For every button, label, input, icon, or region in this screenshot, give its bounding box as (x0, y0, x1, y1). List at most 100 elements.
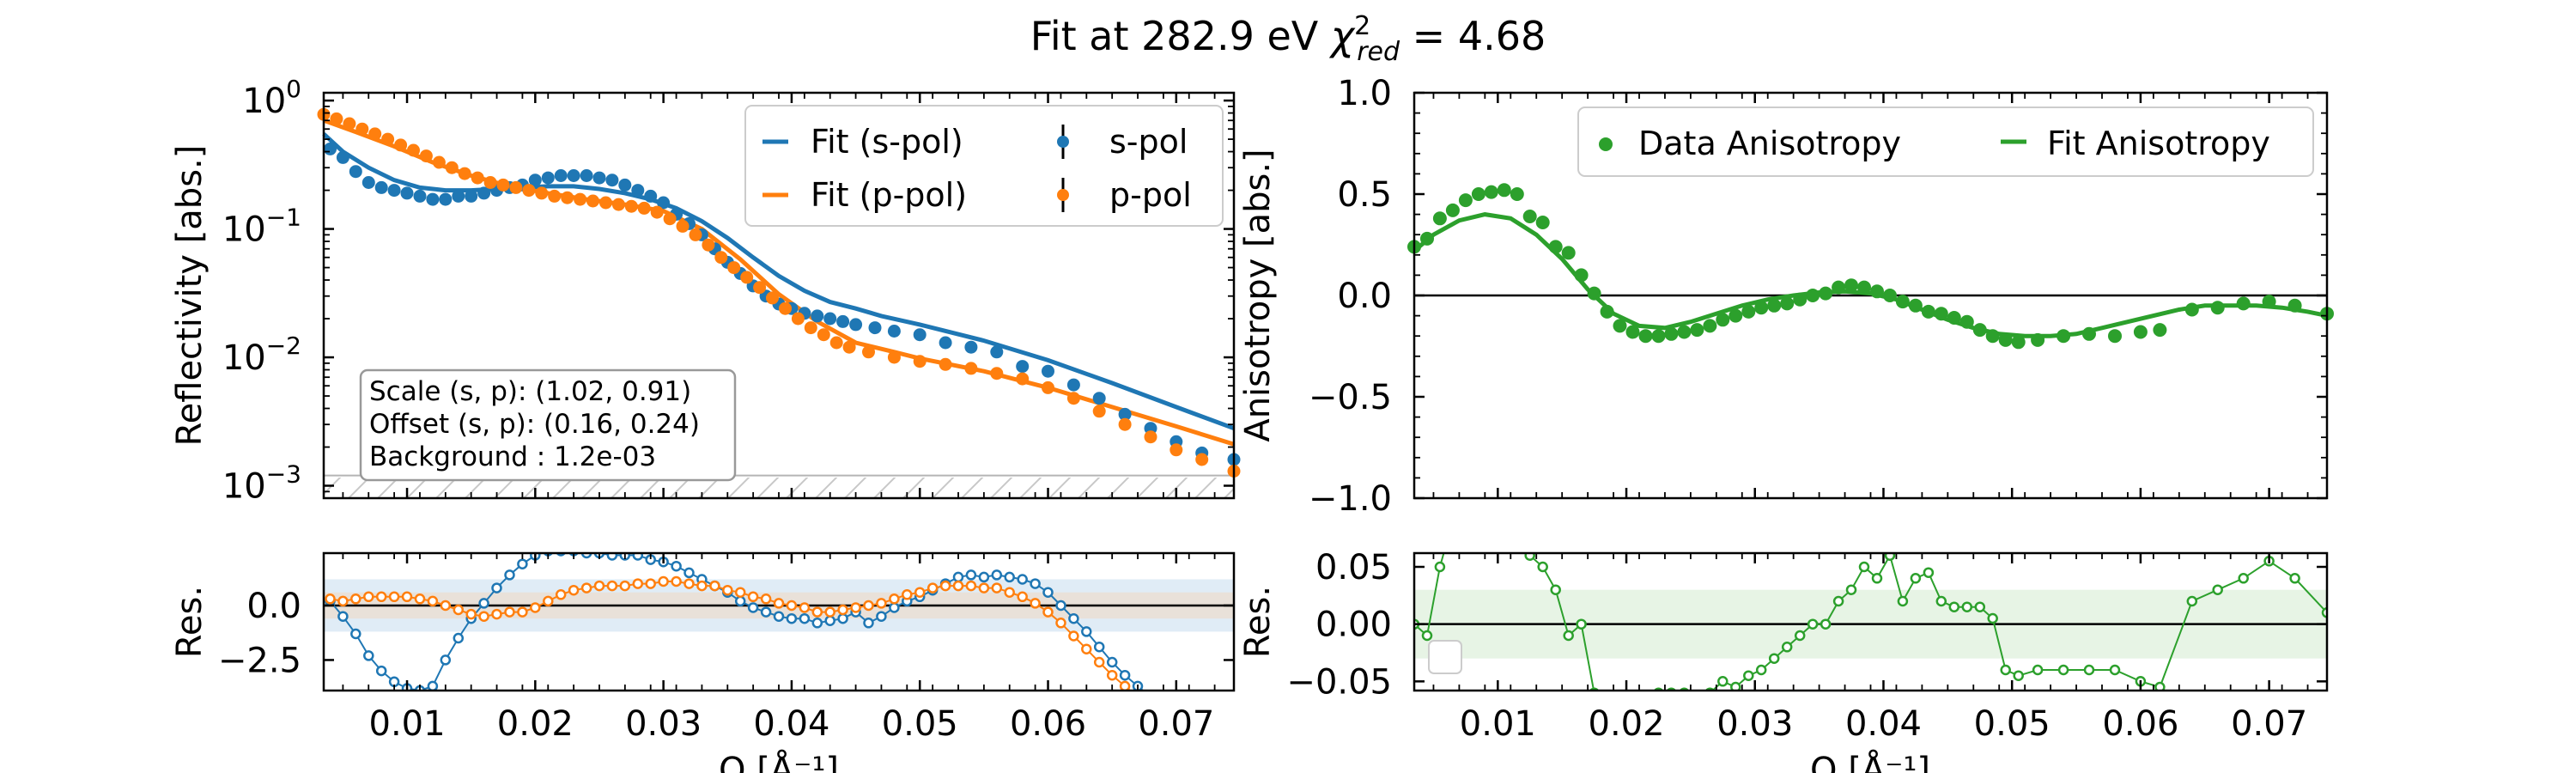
p-pol-point (548, 189, 562, 203)
p-pol-point (624, 199, 638, 213)
figure-title: Fit at 282.9 eV χ2 red = 4.68 (1030, 11, 1546, 67)
residual-point (1743, 670, 1754, 681)
s-pol-point (374, 180, 388, 194)
s-pol-point (439, 192, 453, 206)
anisotropy-y-label: Anisotropy [abs.] (1238, 149, 1278, 441)
residual-point (671, 560, 682, 572)
anisotropy-point (2153, 323, 2167, 338)
p-pol-point (561, 191, 574, 204)
anisotropy-point (1947, 311, 1961, 325)
residual-point (889, 593, 900, 605)
residual-point (2083, 664, 2095, 676)
residual-point (350, 593, 361, 605)
anisotropy-point (1985, 329, 2000, 344)
residual-point (478, 598, 489, 609)
p-pol-point (913, 355, 927, 368)
residual-point (350, 628, 361, 640)
s-pol-point (452, 189, 465, 203)
anisotropy-point (1716, 313, 1730, 327)
anisotropy-point (2057, 329, 2071, 344)
residual-point (799, 612, 811, 624)
residual-point (683, 578, 695, 589)
p-pol-point (381, 132, 395, 146)
p-pol-point (702, 238, 715, 252)
p-pol-point (1066, 392, 1080, 405)
s-pol-point (964, 340, 978, 354)
p-pol-point (779, 301, 792, 315)
residual-point (734, 595, 746, 607)
p-pol-point (637, 201, 651, 215)
residual-point (1487, 505, 1496, 514)
residual-point (1017, 574, 1028, 585)
residual-point (683, 567, 695, 579)
residual-point (2154, 681, 2166, 691)
title-sub: red (1357, 37, 1400, 67)
residual-point (1897, 595, 1909, 607)
residual-point (2238, 573, 2249, 584)
anisotropy-point (2011, 335, 2026, 350)
background-text: Background : 1.2e-03 (369, 441, 656, 472)
residual-point (453, 604, 465, 616)
p-pol-point (1118, 417, 1132, 431)
residual-point (722, 584, 733, 596)
residual-point (363, 650, 374, 661)
legend-p-pol-marker (1057, 178, 1069, 212)
s-pol-point (644, 189, 658, 203)
y-tick-label: 0.0 (246, 587, 301, 626)
residual-point (811, 606, 823, 618)
residual-point (837, 604, 848, 616)
anisotropy-point (1832, 280, 1846, 295)
residual-point (478, 611, 489, 622)
residual-point (927, 582, 939, 593)
anisotropy-point (1959, 314, 1974, 329)
anisotropy-point (2031, 332, 2045, 347)
residual-anisotropy-panel: 0.05 0.00 −0.05 0.01 0.02 0.03 0.04 0.05 0.06 0.… (1238, 505, 2329, 773)
s-pol-point (324, 142, 337, 155)
residual-point (747, 602, 759, 613)
s-pol-point (426, 192, 440, 206)
p-pol-point (1092, 405, 1106, 418)
title-tail: = 4.68 (1400, 13, 1546, 59)
s-pol-point (849, 318, 863, 332)
residual-point (504, 606, 515, 618)
anisotropy-point (1870, 284, 1884, 299)
residual-point (1449, 517, 1457, 526)
residual-point (606, 580, 618, 592)
x-tick-label: 0.07 (2231, 704, 2307, 744)
p-pol-point (663, 212, 677, 226)
p-pol-point (676, 219, 690, 233)
p-pol-point (432, 155, 446, 169)
residual-point (440, 600, 452, 612)
s-pol-point (580, 169, 593, 182)
x-tick-label: 0.05 (882, 704, 958, 744)
s-pol-point (554, 169, 568, 182)
residual-point (1055, 600, 1066, 612)
title-chi: χ (1328, 13, 1356, 59)
residual-point (965, 580, 977, 592)
reflectivity-panel: 100 10−1 10−2 10−3 Reflectivity [abs.] Fit … (170, 75, 1241, 507)
legend-s-pol-label: s-pol (1109, 123, 1188, 161)
anisotropy-point (1625, 325, 1640, 339)
residual-point (1794, 630, 1806, 642)
p-pol-point (522, 184, 536, 198)
residual-point (902, 589, 913, 600)
s-pol-point (400, 186, 414, 200)
p-pol-point (611, 198, 625, 211)
residual-point (2109, 664, 2121, 676)
residual-point (1537, 561, 1548, 573)
p-pol-point (804, 321, 817, 335)
residual-point (1755, 664, 1767, 676)
anisotropy-point (2082, 326, 2096, 341)
residual-point (914, 587, 926, 598)
s-pol-point (387, 184, 401, 198)
anisotropy-point (1844, 278, 1858, 293)
legend-fit-s-label: Fit (s-pol) (811, 123, 963, 161)
residual-point (1434, 561, 1446, 573)
residual-point (1461, 505, 1470, 514)
residual-point (1513, 517, 1522, 526)
p-pol-point (842, 340, 856, 354)
residual-point (363, 591, 374, 603)
residual-point (1820, 618, 1832, 630)
residual-point (645, 578, 656, 589)
